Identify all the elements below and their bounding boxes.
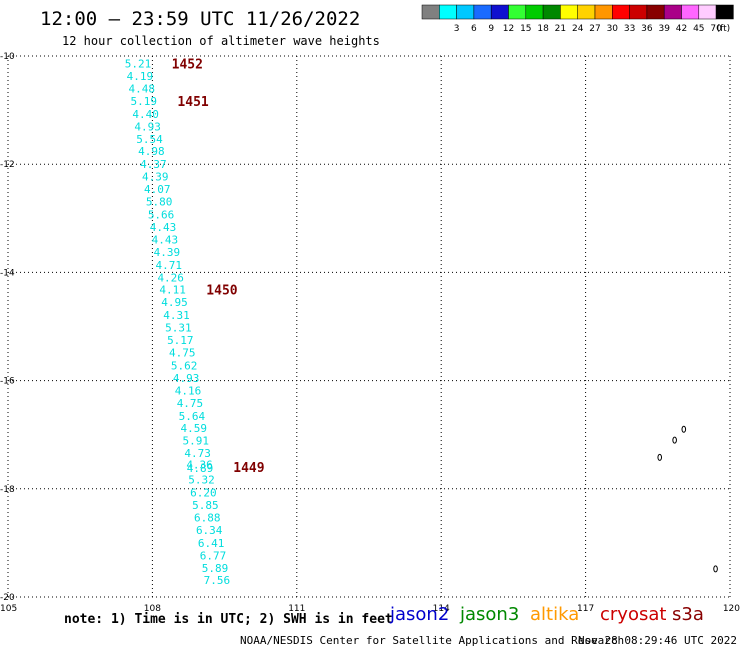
wave-height-value: 5.31	[165, 322, 192, 335]
wave-height-value: 4.73	[184, 447, 211, 460]
island-outline	[657, 453, 663, 461]
wave-height-value: 5.64	[179, 410, 206, 423]
wave-height-value: 4.59	[181, 422, 208, 435]
legend-tick-label: 15	[520, 24, 531, 34]
wave-height-legend: 3 6 9 12 15 18 21 24 27 30 33 36 39 42 45 70(ft)	[421, 4, 734, 34]
wave-height-value: 5.91	[182, 435, 209, 448]
wave-height-value: 4.16	[175, 384, 202, 397]
legend-tick-label: 3	[454, 24, 460, 34]
latitude-tick-label: -10	[0, 52, 15, 62]
latitude-tick-label: -12	[0, 160, 15, 170]
wave-height-value: 5.32	[188, 474, 215, 487]
legend-tick-label: 45	[693, 24, 704, 34]
pass-time-label: 1452	[172, 58, 203, 73]
longitude-tick-label: 105	[0, 604, 17, 614]
legend-tick-label: 18	[537, 24, 549, 34]
longitude-tick-label: 114	[433, 604, 450, 614]
wave-height-value: 6.88	[194, 511, 221, 524]
wave-height-value: 4.39	[142, 171, 169, 184]
legend-tick-label: 33	[624, 24, 635, 34]
wave-height-value: 4.75	[177, 397, 204, 410]
generated-timestamp: Nov 28 08:29:46 UTC 2022	[578, 634, 737, 647]
latitude-tick-label: -18	[0, 485, 15, 495]
legend-tick-label: 6	[471, 24, 477, 34]
wave-height-value: 4.11	[159, 284, 186, 297]
satellite-label-altika: altika	[530, 604, 580, 625]
wave-height-value: 4.40	[132, 108, 159, 121]
wave-height-value: 5.66	[148, 209, 175, 222]
latitude-tick-label: -20	[0, 593, 15, 603]
wave-height-value: 7.56	[204, 574, 231, 587]
legend-tick-label: 36	[641, 24, 653, 34]
wave-height-value: 6.77	[200, 549, 227, 562]
legend-tick-label: 42	[676, 24, 687, 34]
island-outline	[713, 565, 718, 573]
wave-height-value: 4.95	[161, 296, 188, 309]
wave-height-value: 5.89	[202, 562, 229, 575]
legend-tick-label: 27	[589, 24, 600, 34]
wave-height-value: 5.62	[171, 359, 198, 372]
wave-height-value: 4.48	[129, 82, 156, 95]
footer-note: note: 1) Time is in UTC; 2) SWH is in fe…	[64, 612, 393, 627]
wave-height-value: 4.43	[150, 221, 177, 234]
legend-tick-label: 9	[488, 24, 494, 34]
wave-height-value: 4.98	[138, 145, 165, 158]
wave-height-value: 4.19	[127, 70, 154, 83]
legend-tick-label: 12	[503, 24, 514, 34]
longitude-tick-label: 108	[144, 604, 161, 614]
wave-height-value: 4.71	[156, 259, 183, 272]
legend-tick-label: 70	[710, 24, 722, 34]
satellite-label-s3a: s3a	[672, 604, 704, 625]
wave-height-value: 5.21	[125, 58, 152, 71]
wave-height-value: 4.37	[140, 158, 167, 171]
island-outline	[681, 425, 687, 433]
legend-unit: (ft)	[717, 24, 731, 34]
wave-height-value: 5.19	[130, 95, 157, 108]
island-outline	[672, 436, 677, 444]
legend-tick-label: 30	[607, 24, 619, 34]
wave-height-value: 4.93	[173, 372, 200, 385]
longitude-tick-label: 117	[577, 604, 594, 614]
latitude-tick-label: -14	[0, 268, 15, 278]
wave-height-value: 4.93	[134, 120, 161, 133]
satellite-label-cryosat: cryosat	[600, 604, 667, 625]
wave-height-value: 5.80	[146, 196, 173, 209]
wave-height-value: 6.34	[196, 524, 223, 537]
wave-height-value: 6.20	[190, 487, 217, 500]
pass-time-label: 1449	[233, 461, 264, 476]
satellite-label-jason2: jason2	[390, 604, 450, 625]
legend-swatch	[715, 4, 734, 20]
longitude-tick-label: 111	[288, 604, 305, 614]
wave-height-value: 4.39	[154, 246, 181, 259]
pass-time-label: 1451	[177, 95, 208, 110]
pass-time-label: 1450	[206, 284, 237, 299]
wave-height-value: 6.41	[198, 537, 225, 550]
wave-height-value: 5.54	[136, 133, 163, 146]
wave-height-value: 4.26	[157, 271, 184, 284]
chart-title: 12:00 – 23:59 UTC 11/26/2022	[40, 8, 361, 30]
latitude-tick-label: -16	[0, 377, 15, 387]
credit-text: NOAA/NESDIS Center for Satellite Applica…	[240, 634, 625, 647]
legend-tick-label: 39	[658, 24, 670, 34]
wave-height-value: 4.89	[187, 462, 214, 475]
legend-tick-label: 21	[555, 24, 566, 34]
satellite-label-jason3: jason3	[460, 604, 520, 625]
chart-subtitle: 12 hour collection of altimeter wave hei…	[62, 34, 380, 48]
wave-height-value: 5.17	[167, 334, 194, 347]
wave-height-value: 4.07	[144, 183, 171, 196]
wave-height-value: 4.75	[169, 346, 196, 359]
longitude-tick-label: 120	[723, 604, 740, 614]
legend-tick-label: 24	[572, 24, 584, 34]
wave-height-value: 4.43	[152, 233, 179, 246]
wave-height-value: 4.31	[163, 309, 190, 322]
wave-height-value: 5.85	[192, 499, 219, 512]
wave-height-value: 4.36	[186, 458, 213, 471]
